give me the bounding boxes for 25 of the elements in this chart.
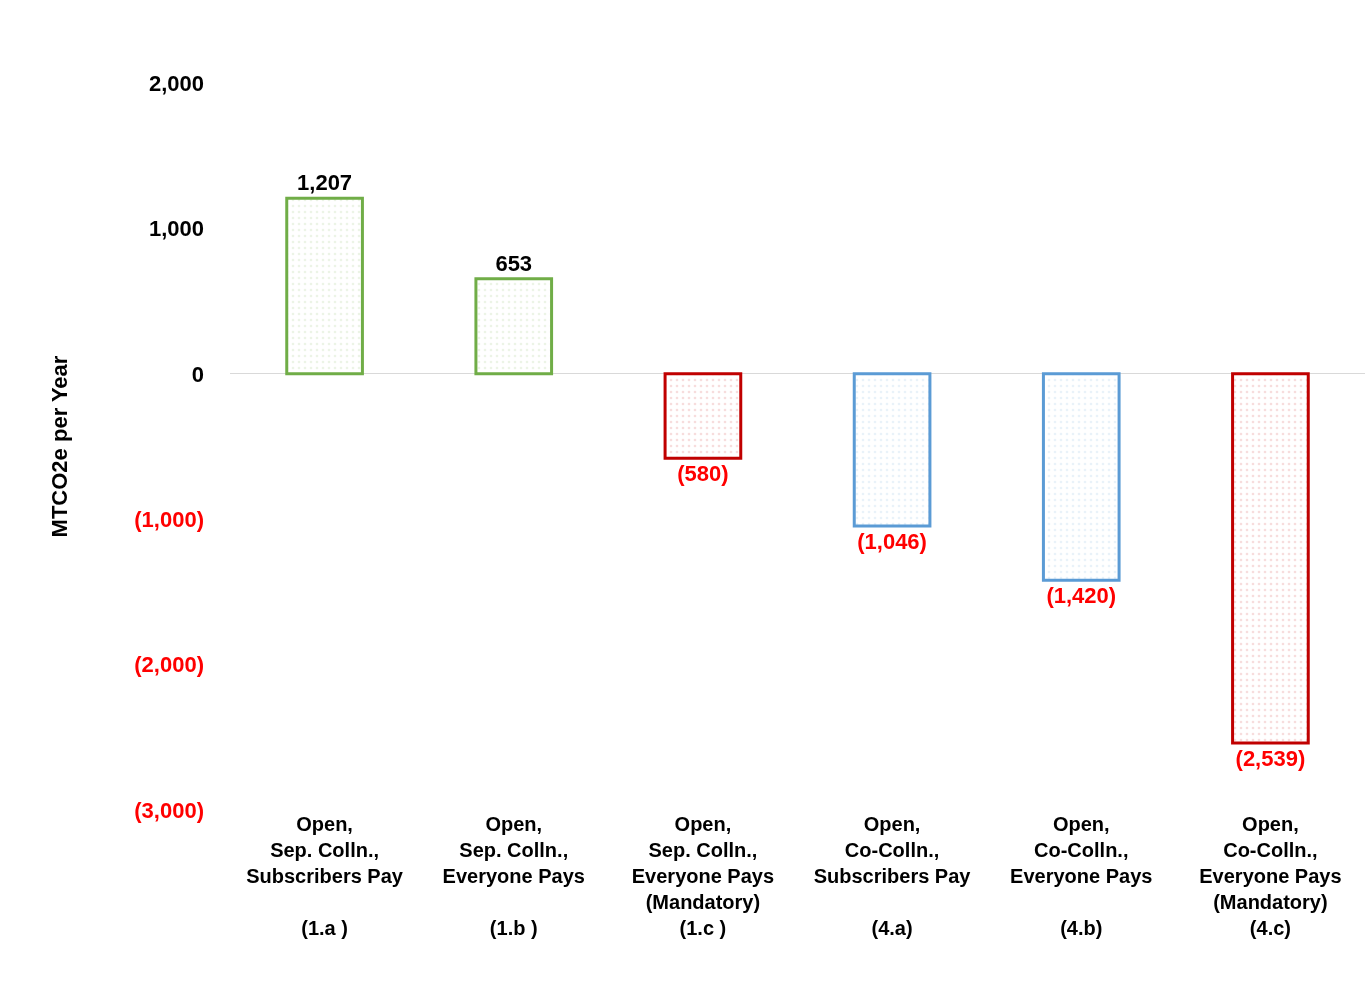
data-label: (1,046) (857, 528, 927, 554)
data-label: (1,420) (1046, 583, 1117, 609)
bar (285, 196, 364, 376)
category-label: Open, Sep. Colln., Everyone Pays (1.b ) (442, 813, 585, 939)
y-tick-label: (3,000) (134, 797, 204, 823)
data-label: (580) (677, 461, 729, 487)
data-label: 1,207 (297, 170, 353, 196)
y-tick-label: (2,000) (134, 652, 204, 678)
x-tick-label: Open, Co-Colln., Everyone Pays (Mandatory) (4.c) (1199, 813, 1342, 939)
data-label: (2,539) (1235, 745, 1306, 771)
category-label: Open, Co-Colln., Everyone Pays (4.b) (1010, 813, 1153, 939)
data-label: 653 (495, 250, 533, 276)
bar (663, 372, 743, 460)
y-tick-label: 1,000 (148, 216, 204, 242)
category-label: Open, Co-Colln., Subscribers Pay (4.a) (813, 813, 971, 939)
bar (1231, 372, 1310, 745)
x-tick-label: Open, Sep. Colln., Everyone Pays (Mandatory) (1.c ) (631, 813, 775, 939)
y-tick-label: 0 (191, 361, 204, 387)
bar (474, 277, 554, 376)
bar (852, 372, 932, 528)
y-tick-label: 2,000 (148, 70, 204, 96)
y-tick-label: (1,000) (134, 506, 204, 532)
bar (1041, 372, 1121, 582)
y-axis-title: MTCO2e per Year (47, 355, 73, 538)
category-label: Open, Sep. Colln., Subscribers Pay (1.a ) (246, 813, 403, 939)
